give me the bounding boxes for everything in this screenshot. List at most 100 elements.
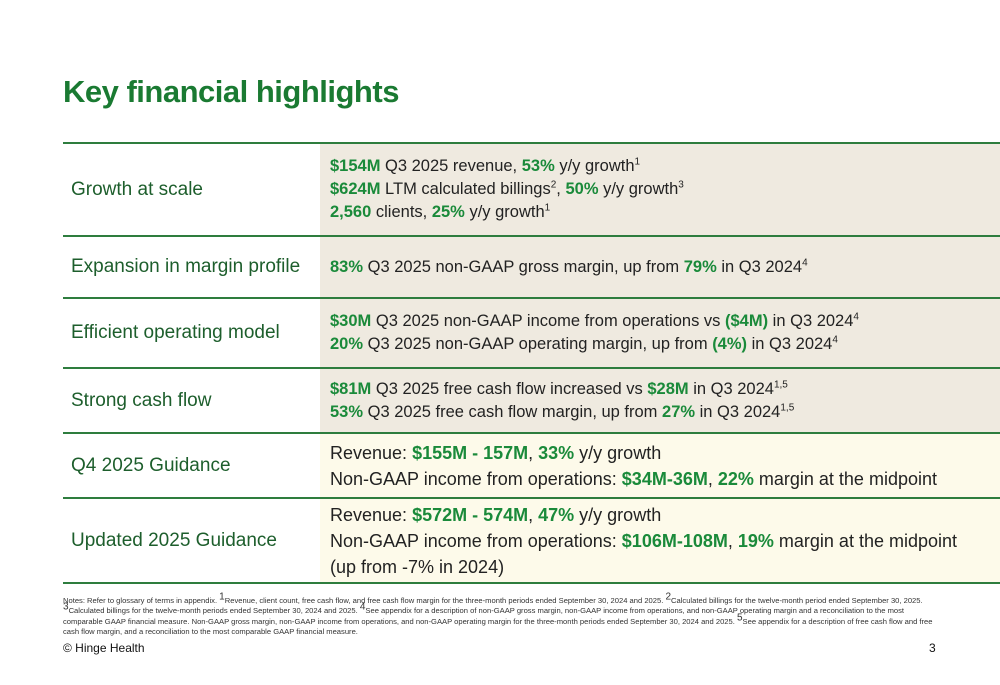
row-content: $30M Q3 2025 non-GAAP income from operat…	[320, 299, 1000, 367]
row-label: Expansion in margin profile	[71, 256, 301, 277]
row-content: $81M Q3 2025 free cash flow increased vs…	[320, 369, 1000, 432]
content-line: 53% Q3 2025 free cash flow margin, up fr…	[330, 401, 990, 424]
table-row: Q4 2025 Guidance Revenue: $155M - 157M, 3…	[63, 434, 1000, 499]
text-segment: in Q3 2024	[688, 379, 774, 398]
content-line: $81M Q3 2025 free cash flow increased vs…	[330, 378, 990, 401]
highlight-figure: $624M	[330, 180, 381, 198]
table-row: Updated 2025 Guidance Revenue: $572M - 57…	[63, 499, 1000, 584]
highlight-figure: $572M - 574M	[412, 504, 529, 525]
row-label: Efficient operating model	[71, 322, 280, 343]
content-line: Revenue: $155M - 157M, 33% y/y growth	[330, 440, 990, 466]
highlight-figure: $154M	[330, 157, 381, 175]
content-line: 2,560 clients, 25% y/y growth1	[330, 201, 990, 224]
highlights-table: Growth at scale $154M Q3 2025 revenue, 53…	[63, 142, 1000, 584]
text-segment: Calculated billings for the twelve-month…	[68, 606, 360, 616]
content-line: $624M LTM calculated billings2, 50% y/y …	[330, 178, 990, 201]
text-segment: y/y growth	[554, 157, 635, 175]
text-segment: y/y growth	[598, 180, 679, 198]
highlight-figure: $30M	[330, 312, 372, 330]
page-number: 3	[929, 641, 936, 655]
text-segment: Non-GAAP income from operations:	[330, 468, 622, 489]
table-row: Growth at scale $154M Q3 2025 revenue, 53…	[63, 144, 1000, 237]
text-segment: Q3 2025 free cash flow increased vs	[371, 379, 648, 398]
row-content: Revenue: $155M - 157M, 33% y/y growth Non…	[320, 434, 1000, 497]
row-label: Strong cash flow	[71, 389, 212, 411]
highlight-figure: ($4M)	[725, 312, 769, 330]
row-content: $154M Q3 2025 revenue, 53% y/y growth1 $6…	[320, 144, 1000, 235]
text-segment: ,	[528, 442, 539, 463]
text-segment: Revenue:	[330, 442, 413, 463]
table-row: Strong cash flow $81M Q3 2025 free cash f…	[63, 369, 1000, 434]
page-title: Key financial highlights	[63, 74, 399, 109]
footnote-ref: 1	[544, 202, 551, 214]
highlight-figure: 79%	[683, 257, 717, 276]
footnote-ref: 4	[359, 601, 366, 613]
text-segment: Notes: Refer to glossary of terms in app…	[63, 596, 220, 605]
text-segment: ,	[727, 530, 738, 551]
content-line: $154M Q3 2025 revenue, 53% y/y growth1	[330, 155, 990, 178]
text-segment: Non-GAAP income from operations:	[330, 530, 622, 551]
text-segment: (up from -7% in 2024)	[330, 556, 505, 577]
footnote-ref: 3	[63, 601, 69, 613]
highlight-figure: 19%	[737, 530, 774, 551]
footnote-ref: 4	[832, 334, 838, 346]
text-segment: Q3 2025 non-GAAP income from operations …	[371, 312, 725, 330]
table-row: Efficient operating model $30M Q3 2025 no…	[63, 299, 1000, 369]
text-segment: ,	[556, 180, 566, 198]
content-line: 83% Q3 2025 non-GAAP gross margin, up fr…	[330, 256, 990, 279]
highlight-figure: 25%	[431, 203, 465, 221]
highlight-figure: 53%	[521, 157, 555, 175]
footnote-ref: 2	[550, 179, 557, 191]
highlight-figure: 53%	[330, 402, 364, 421]
footnote-ref: 4	[802, 257, 808, 268]
highlight-figure: $155M - 157M	[412, 442, 529, 463]
text-segment: LTM calculated billings	[380, 180, 551, 198]
text-segment: in Q3 2024	[716, 257, 803, 276]
row-label: Updated 2025 Guidance	[71, 529, 277, 551]
highlight-figure: $106M-108M	[621, 530, 728, 551]
highlight-figure: $28M	[647, 379, 689, 398]
text-segment: y/y growth	[574, 504, 662, 525]
text-segment: y/y growth	[464, 203, 545, 221]
highlight-figure: 27%	[662, 402, 696, 421]
text-segment: See appendix for a description of non-GA…	[63, 606, 905, 626]
footnote-ref: 2	[665, 591, 672, 603]
highlight-figure: 33%	[538, 442, 575, 463]
content-line: 20% Q3 2025 non-GAAP operating margin, u…	[330, 333, 990, 356]
footnote-ref: 1,5	[780, 402, 795, 413]
highlight-figure: 83%	[330, 257, 364, 276]
table-row: Expansion in margin profile 83% Q3 2025 n…	[63, 237, 1000, 299]
content-line: Non-GAAP income from operations: $106M-1…	[330, 528, 990, 554]
text-segment: in Q3 2024	[747, 335, 833, 353]
highlight-figure: $81M	[330, 379, 372, 398]
text-segment: y/y growth	[574, 442, 662, 463]
text-segment: Q3 2025 non-GAAP gross margin, up from	[363, 257, 684, 276]
highlight-figure: 47%	[538, 504, 575, 525]
text-segment: Revenue:	[330, 504, 413, 525]
footnote-ref: 4	[853, 311, 859, 323]
row-content: 83% Q3 2025 non-GAAP gross margin, up fr…	[320, 237, 1000, 297]
row-content: Revenue: $572M - 574M, 47% y/y growth Non…	[320, 499, 1000, 582]
content-line: Non-GAAP income from operations: $34M-36…	[330, 466, 990, 492]
text-segment: ,	[707, 468, 718, 489]
text-segment: in Q3 2024	[768, 312, 854, 330]
text-segment: ,	[528, 504, 539, 525]
text-segment: See appendix for a description of free c…	[63, 616, 933, 636]
text-segment: Q3 2025 revenue,	[380, 157, 522, 175]
footnote-ref: 1,5	[773, 379, 788, 390]
footnotes: Notes: Refer to glossary of terms in app…	[63, 592, 943, 637]
footnote-ref: 5	[736, 612, 743, 624]
row-label: Q4 2025 Guidance	[71, 454, 231, 476]
text-segment: margin at the midpoint	[773, 530, 957, 551]
text-segment: Q3 2025 non-GAAP operating margin, up fr…	[363, 335, 713, 353]
footnote-ref: 3	[678, 179, 684, 191]
copyright-brand: © Hinge Health	[63, 641, 145, 655]
text-segment: Revenue, client count, free cash flow, a…	[224, 596, 666, 605]
text-segment: margin at the midpoint	[753, 468, 937, 489]
footnote-ref: 1	[634, 156, 641, 168]
content-line: $30M Q3 2025 non-GAAP income from operat…	[330, 310, 990, 333]
highlight-figure: 2,560	[330, 203, 372, 221]
highlight-figure: 50%	[565, 180, 599, 198]
highlight-figure: 22%	[717, 468, 754, 489]
highlight-figure: 20%	[330, 335, 364, 353]
